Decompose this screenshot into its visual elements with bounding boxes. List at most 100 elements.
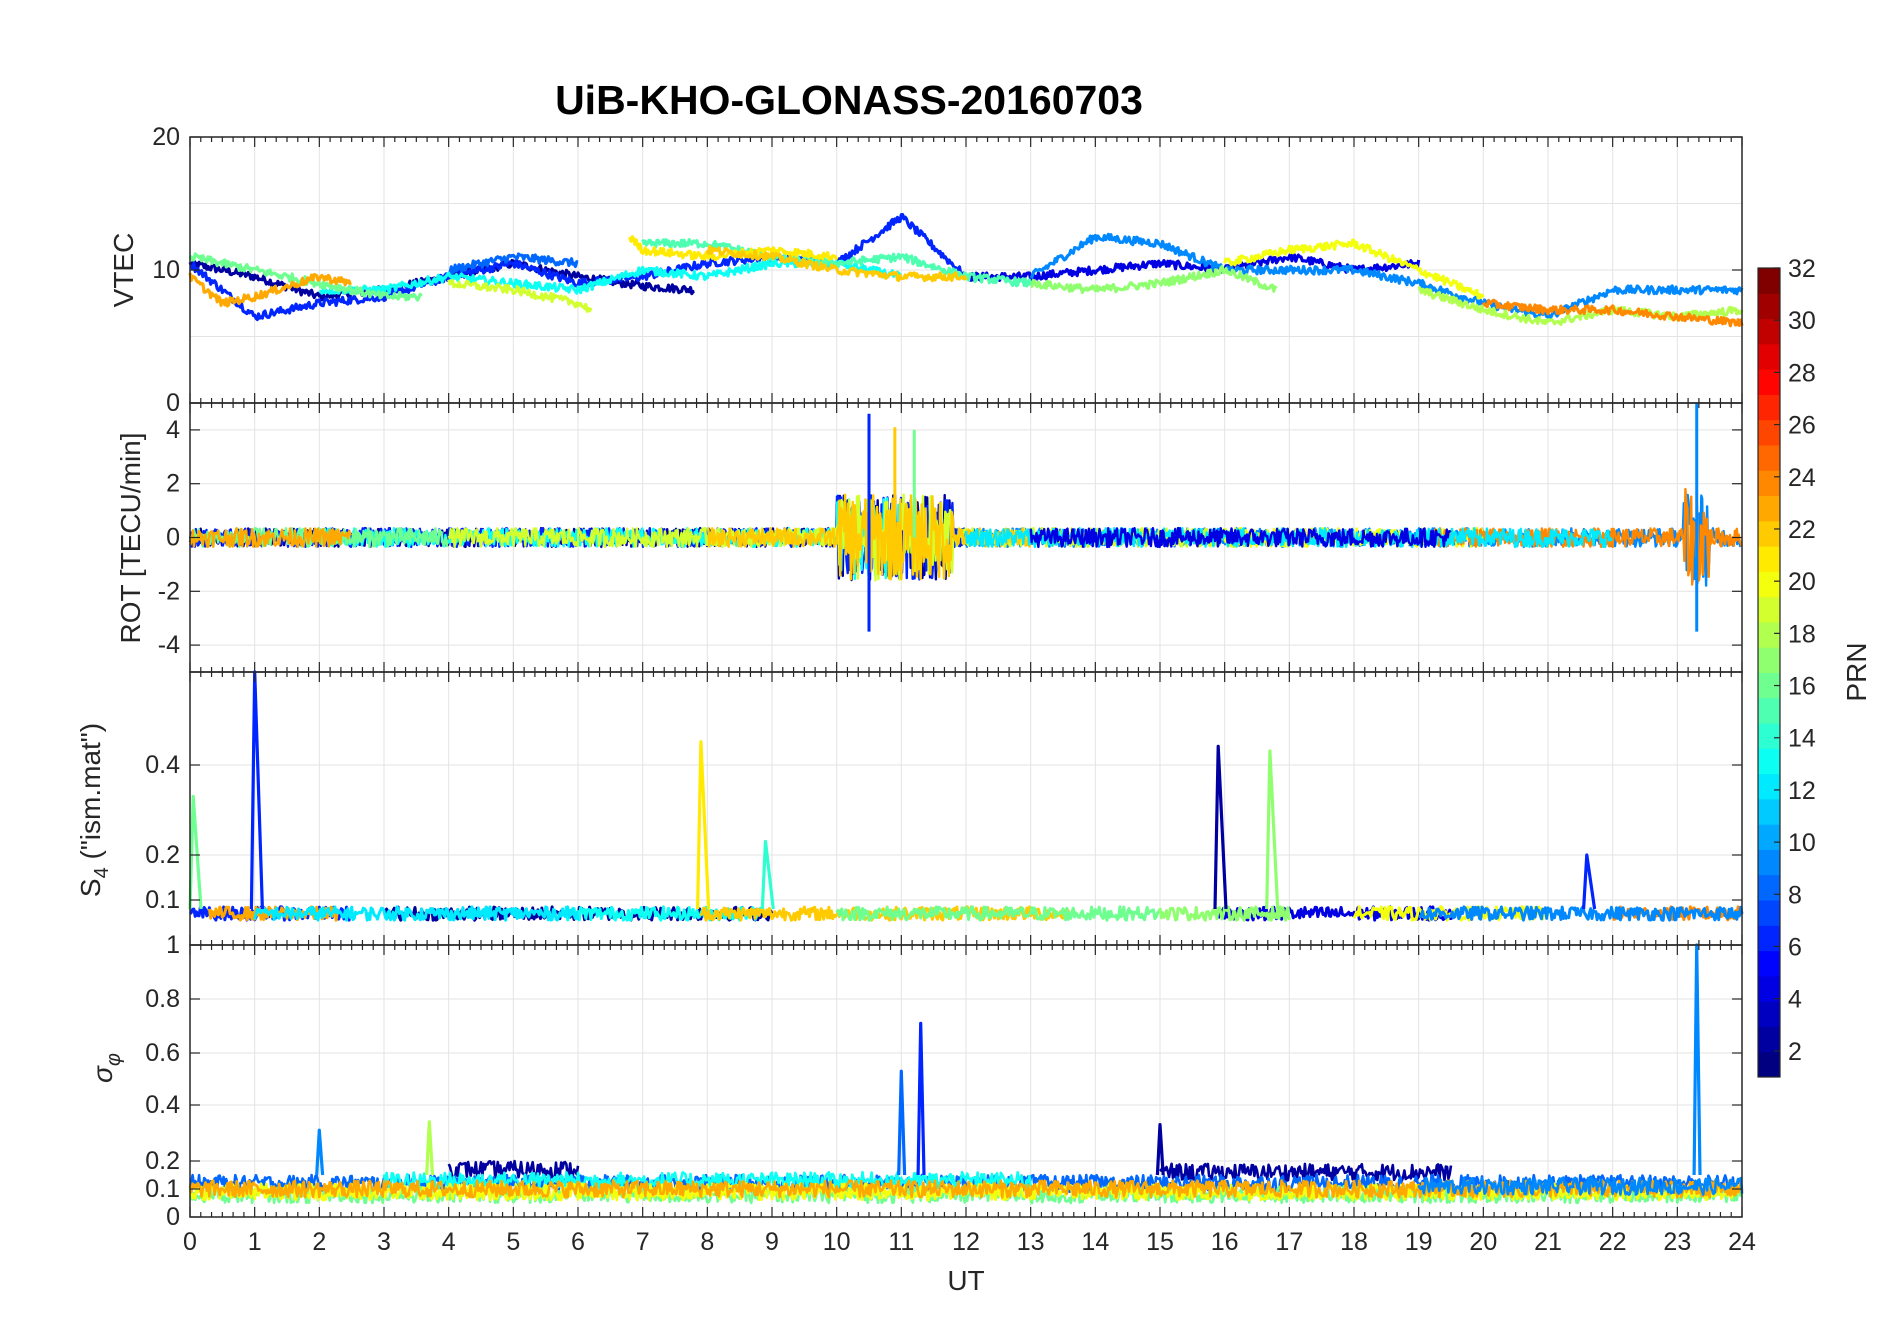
y-tick-label: 0.2 xyxy=(145,1147,180,1175)
colorbar-swatch xyxy=(1758,293,1780,320)
colorbar-swatch xyxy=(1758,444,1780,471)
x-tick-label: 10 xyxy=(823,1228,851,1256)
series-group xyxy=(188,213,1744,328)
x-minor-ticks xyxy=(189,945,1743,1217)
y-tick-label: 4 xyxy=(166,416,180,444)
x-minor-ticks xyxy=(189,672,1743,945)
y-axis-label: σφ xyxy=(87,1053,125,1083)
colorbar-tick-label: 18 xyxy=(1788,620,1816,648)
x-tick-label: 13 xyxy=(1017,1228,1045,1256)
vtec-series-prn-20 xyxy=(1223,238,1485,300)
colorbar-swatch xyxy=(1758,900,1780,926)
colorbar-swatch xyxy=(1758,1026,1780,1053)
vtec-series-prn-19 xyxy=(447,278,593,313)
colorbar-tick-label: 26 xyxy=(1788,412,1816,440)
colorbar-tick-label: 20 xyxy=(1788,568,1816,596)
colorbar-tick-label: 22 xyxy=(1788,516,1816,544)
colorbar-swatch xyxy=(1758,394,1780,421)
panel-2: -4 -2 0 2 4 xyxy=(158,402,1743,673)
y-axis-label: ROT [TECU/min] xyxy=(115,432,146,643)
y-tick-label: 0 xyxy=(166,389,180,417)
s4-series-prn-12 xyxy=(253,905,580,922)
colorbar-swatch xyxy=(1758,1051,1780,1078)
x-tick-label: 21 xyxy=(1534,1228,1562,1256)
colorbar-tick-label: 8 xyxy=(1788,881,1802,909)
s4-peak xyxy=(1265,749,1280,910)
colorbar-swatch xyxy=(1758,571,1780,598)
colorbar-swatch xyxy=(1758,318,1780,345)
colorbar-swatch xyxy=(1758,950,1780,977)
y-tick-label: -4 xyxy=(158,631,180,659)
colorbar-tick-label: 2 xyxy=(1788,1038,1802,1066)
colorbar-tick-label: 24 xyxy=(1788,464,1816,492)
x-axis-label: UT xyxy=(947,1265,984,1296)
s4-peak xyxy=(1582,853,1597,910)
colorbar-swatch xyxy=(1758,1001,1780,1027)
vtec-series-prn-23 xyxy=(188,272,352,308)
colorbar-swatch xyxy=(1758,925,1780,952)
s4-peak xyxy=(249,670,264,910)
y-tick-label: 0.1 xyxy=(145,886,180,914)
s4-series-prn-13 xyxy=(563,905,767,922)
colorbar-tick-label: 10 xyxy=(1788,829,1816,857)
y-axis-label: VTEC xyxy=(108,233,139,308)
y-tick-label: 0.2 xyxy=(145,841,180,869)
y-tick-label: 0 xyxy=(166,524,180,552)
colorbar-tick-label: 4 xyxy=(1788,986,1802,1014)
sigma-phi-series-prn-2 xyxy=(1159,1162,1453,1182)
colorbar-swatch xyxy=(1758,343,1780,370)
x-tick-label: 15 xyxy=(1146,1228,1174,1256)
s4-peak xyxy=(1213,744,1228,910)
series-group xyxy=(188,943,1744,1205)
colorbar-swatch xyxy=(1758,723,1780,749)
colorbar-tick-label: 28 xyxy=(1788,359,1816,387)
sigma-phi-series-prn-9 xyxy=(1417,1176,1744,1196)
x-tick-label: 18 xyxy=(1340,1228,1368,1256)
x-tick-label: 19 xyxy=(1405,1228,1433,1256)
colorbar-swatch xyxy=(1758,773,1780,800)
vtec-series-prn-24 xyxy=(1481,298,1744,328)
sigma-phi-peak xyxy=(425,1120,435,1176)
colorbar-swatch xyxy=(1758,596,1780,623)
panel-4: 00.10.2 0.4 0.6 0.8 1 xyxy=(145,931,1744,1231)
s4-series-prn-9 xyxy=(1418,905,1744,922)
y-tick-label: 1 xyxy=(166,931,180,959)
y-tick-label: 0.4 xyxy=(145,1091,180,1119)
y-tick-label: 0 xyxy=(166,1203,180,1231)
sigma-phi-peak xyxy=(897,1069,907,1176)
x-tick-label: 14 xyxy=(1081,1228,1109,1256)
colorbar-swatch xyxy=(1758,268,1780,294)
x-tick-label: 16 xyxy=(1211,1228,1239,1256)
x-tick-label: 17 xyxy=(1275,1228,1303,1256)
grid xyxy=(189,672,1743,945)
sigma-phi-series-prn-13 xyxy=(382,1170,1032,1191)
y-tick-label: 0.8 xyxy=(145,985,180,1013)
colorbar-swatch xyxy=(1758,849,1780,876)
vtec-series-prn-8 xyxy=(447,252,579,275)
colorbar-swatch xyxy=(1758,647,1780,673)
x-minor-ticks xyxy=(189,403,1743,672)
x-tick-label: 24 xyxy=(1728,1228,1756,1256)
y-tick-label: 2 xyxy=(166,470,180,498)
colorbar-swatch xyxy=(1758,824,1780,850)
series-group xyxy=(188,670,1744,922)
colorbar-swatch xyxy=(1758,975,1780,1002)
vtec-series-prn-22 xyxy=(705,244,968,283)
x-tick-label: 3 xyxy=(377,1228,391,1256)
colorbar-label: PRN xyxy=(1841,642,1872,701)
series-group xyxy=(188,403,1743,632)
x-tick-label: 5 xyxy=(506,1228,520,1256)
colorbar-swatch xyxy=(1758,798,1780,825)
colorbar-frame xyxy=(1757,267,1781,1078)
colorbar-tick-label: 12 xyxy=(1788,777,1816,805)
s4-series-prn-16 xyxy=(835,905,1162,922)
x-tick-label: 20 xyxy=(1469,1228,1497,1256)
colorbar-swatch xyxy=(1758,874,1780,901)
colorbar-swatch xyxy=(1758,369,1780,395)
colorbar-swatch xyxy=(1758,546,1780,572)
s4-peak xyxy=(188,794,203,910)
x-tick-label: 9 xyxy=(765,1228,779,1256)
y-tick-label: -2 xyxy=(158,577,180,605)
